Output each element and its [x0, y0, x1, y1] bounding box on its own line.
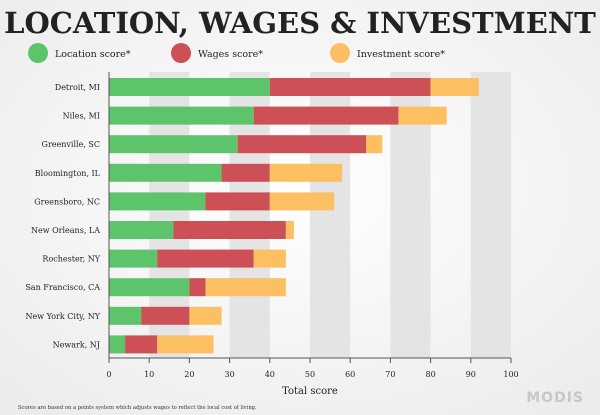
bar-8-2	[189, 306, 222, 325]
category-label: New York City, NY	[26, 312, 101, 321]
bar-7-1	[189, 278, 206, 297]
bar-3-0	[109, 163, 222, 182]
bar-9-0	[109, 335, 126, 354]
bar-6-1	[157, 249, 254, 268]
x-tick-label: 70	[385, 370, 395, 379]
category-label: Greenville, SC	[42, 140, 100, 149]
bar-7-0	[109, 278, 190, 297]
bar-4-0	[109, 192, 206, 211]
category-label: Newark, NJ	[53, 340, 100, 349]
category-label: San Francisco, CA	[25, 283, 100, 292]
x-tick-label: 100	[503, 370, 518, 379]
bar-1-2	[398, 106, 447, 125]
x-tick-label: 20	[184, 370, 194, 379]
x-tick-label: 80	[426, 370, 436, 379]
bar-9-2	[157, 335, 214, 354]
x-tick-label: 50	[305, 370, 315, 379]
category-labels: Detroit, MI Niles, MI Greenville, SC Bloomi…	[25, 83, 100, 349]
bar-0-2	[430, 78, 479, 96]
category-label: Detroit, MI	[55, 83, 100, 92]
legend-label-1: Wages score*	[198, 49, 263, 60]
x-tick-label: 0	[106, 370, 111, 379]
bar-3-2	[269, 163, 343, 182]
bar-0-0	[109, 78, 270, 96]
x-tick-label: 30	[225, 370, 235, 379]
legend-swatch-2	[330, 43, 350, 63]
footnote: Scores are based on a points system whic…	[18, 405, 257, 411]
category-label: Niles, MI	[63, 112, 100, 121]
x-tick-labels: 0 10 20 30 40 50 60 70 80 90 100	[106, 370, 518, 379]
bar-8-0	[109, 306, 142, 325]
bar-2-2	[366, 135, 383, 154]
category-label: Greensboro, NC	[34, 197, 100, 206]
category-label: Rochester, NY	[42, 255, 100, 264]
legend-swatch-1	[171, 43, 191, 63]
bar-8-1	[141, 306, 190, 325]
bar-2-0	[109, 135, 238, 154]
legend-label-0: Location score*	[55, 49, 131, 60]
bar-6-0	[109, 249, 158, 268]
legend-swatch-0	[28, 43, 48, 63]
bar-6-2	[253, 249, 286, 268]
axes	[108, 72, 512, 363]
bar-3-1	[221, 163, 270, 182]
x-tick-label: 90	[466, 370, 476, 379]
bar-1-1	[253, 106, 399, 125]
x-tick-label: 60	[345, 370, 355, 379]
category-label: New Orleans, LA	[31, 226, 100, 235]
bar-4-1	[205, 192, 270, 211]
bar-4-2	[269, 192, 335, 211]
x-tick-label: 10	[144, 370, 154, 379]
bar-2-1	[237, 135, 367, 154]
bar-5-0	[109, 221, 174, 239]
bar-0-1	[269, 78, 431, 96]
bar-9-1	[125, 335, 158, 354]
bar-1-0	[109, 106, 254, 125]
bar-7-2	[205, 278, 286, 297]
legend: Location score* Wages score* Investment sc…	[28, 43, 445, 63]
bar-5-2	[285, 221, 294, 239]
bar-5-1	[173, 221, 286, 239]
legend-label-2: Investment score*	[357, 49, 445, 60]
chart-title: LOCATION, WAGES & INVESTMENT	[4, 6, 596, 40]
grid-band	[470, 72, 511, 358]
x-tick-label: 40	[265, 370, 275, 379]
x-axis-label: Total score	[282, 386, 338, 397]
category-label: Bloomington, IL	[35, 169, 101, 178]
bars	[109, 78, 479, 354]
modis-logo: MODIS	[526, 390, 584, 406]
